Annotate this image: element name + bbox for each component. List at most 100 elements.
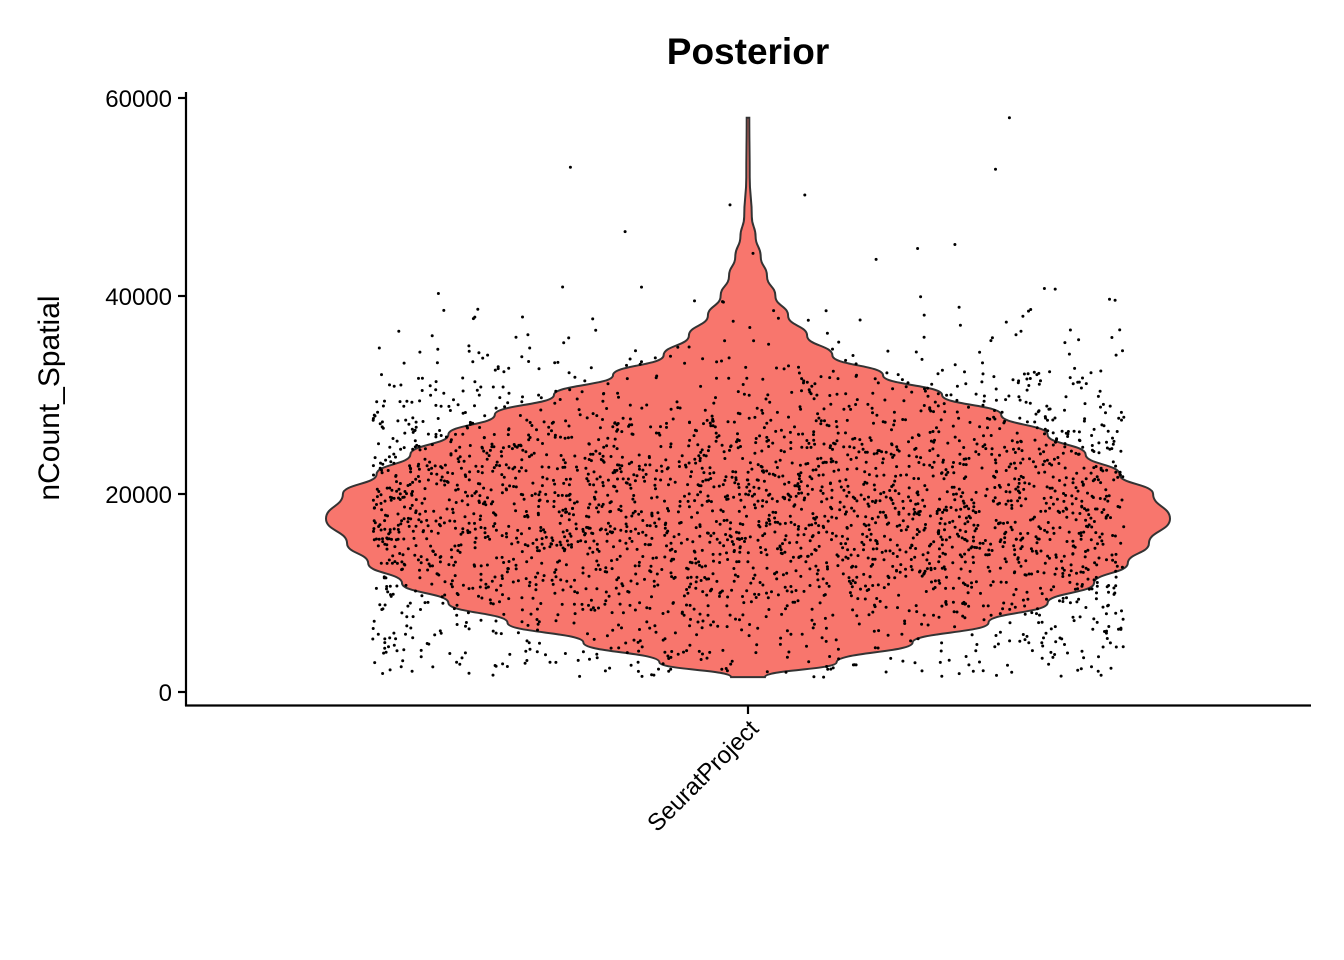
data-point	[560, 602, 564, 606]
data-point	[414, 477, 418, 481]
y-tick-label: 40000	[105, 284, 172, 311]
data-point	[383, 399, 386, 403]
data-point	[584, 466, 588, 470]
data-point	[595, 414, 599, 418]
data-point	[1078, 439, 1082, 443]
data-point	[830, 488, 834, 492]
data-point	[400, 611, 404, 615]
data-point	[706, 604, 710, 608]
data-point	[797, 371, 801, 375]
data-point	[403, 490, 407, 493]
data-point	[788, 541, 792, 545]
data-point	[449, 582, 453, 586]
data-point	[856, 597, 860, 601]
data-point	[1104, 488, 1108, 492]
data-point	[739, 445, 742, 448]
data-point	[1106, 603, 1110, 607]
data-point	[653, 624, 657, 628]
data-point	[1073, 366, 1077, 370]
data-point	[1013, 477, 1017, 481]
data-point	[1039, 527, 1042, 531]
data-point	[904, 528, 908, 532]
data-point	[621, 477, 625, 481]
data-point	[922, 313, 926, 317]
data-point	[879, 492, 883, 496]
data-point	[389, 460, 393, 464]
data-point	[670, 547, 674, 551]
data-point	[588, 483, 592, 486]
data-point	[385, 585, 389, 588]
data-point	[618, 602, 622, 606]
data-point	[392, 643, 396, 647]
data-point	[915, 533, 919, 536]
data-point	[800, 377, 804, 381]
data-point	[998, 427, 1002, 431]
data-point	[527, 584, 531, 588]
data-point	[418, 512, 422, 516]
data-point	[433, 464, 437, 468]
data-point	[955, 398, 959, 402]
data-point	[810, 384, 814, 388]
data-point	[620, 430, 624, 434]
data-point	[454, 449, 458, 453]
data-point	[808, 390, 812, 394]
data-point	[537, 620, 541, 624]
data-point	[829, 457, 833, 461]
data-point	[418, 448, 422, 452]
data-point	[380, 471, 384, 475]
data-point	[381, 537, 384, 541]
data-point	[561, 285, 565, 289]
data-point	[472, 563, 476, 567]
data-point	[592, 495, 596, 499]
data-point	[697, 454, 701, 458]
data-point	[461, 432, 465, 436]
data-point	[653, 356, 657, 360]
data-point	[746, 560, 750, 564]
data-point	[914, 350, 918, 354]
data-point	[379, 528, 383, 532]
data-point	[1107, 494, 1111, 498]
data-point	[430, 582, 434, 586]
data-point	[929, 439, 933, 443]
data-point	[605, 407, 609, 410]
data-point	[1101, 542, 1105, 546]
data-point	[741, 383, 745, 386]
data-point	[738, 522, 742, 526]
data-point	[946, 441, 950, 445]
data-point	[845, 494, 849, 498]
data-point	[722, 450, 726, 454]
data-point	[928, 449, 932, 453]
data-point	[782, 435, 786, 439]
data-point	[925, 567, 929, 571]
data-point	[945, 575, 948, 579]
data-point	[1068, 376, 1072, 380]
data-point	[491, 469, 495, 473]
data-point	[741, 613, 745, 617]
data-point	[656, 511, 660, 515]
data-point	[966, 584, 970, 588]
data-point	[474, 536, 478, 540]
data-point	[752, 339, 756, 343]
data-point	[403, 431, 407, 435]
data-point	[492, 466, 496, 470]
data-point	[478, 426, 482, 429]
data-point	[1111, 442, 1115, 446]
data-point	[1081, 570, 1085, 574]
data-point	[853, 581, 857, 585]
data-point	[998, 612, 1002, 616]
data-point	[774, 429, 778, 433]
data-point	[1054, 640, 1058, 644]
data-point	[849, 523, 853, 527]
data-point	[371, 498, 375, 502]
data-point	[507, 366, 511, 370]
data-point	[591, 532, 595, 535]
data-point	[919, 409, 923, 413]
data-point	[850, 506, 854, 510]
data-point	[688, 420, 691, 424]
data-point	[545, 477, 549, 481]
data-point	[384, 513, 387, 517]
data-point	[851, 579, 855, 583]
data-point	[926, 623, 930, 627]
data-point	[514, 335, 518, 339]
data-point	[700, 626, 704, 630]
